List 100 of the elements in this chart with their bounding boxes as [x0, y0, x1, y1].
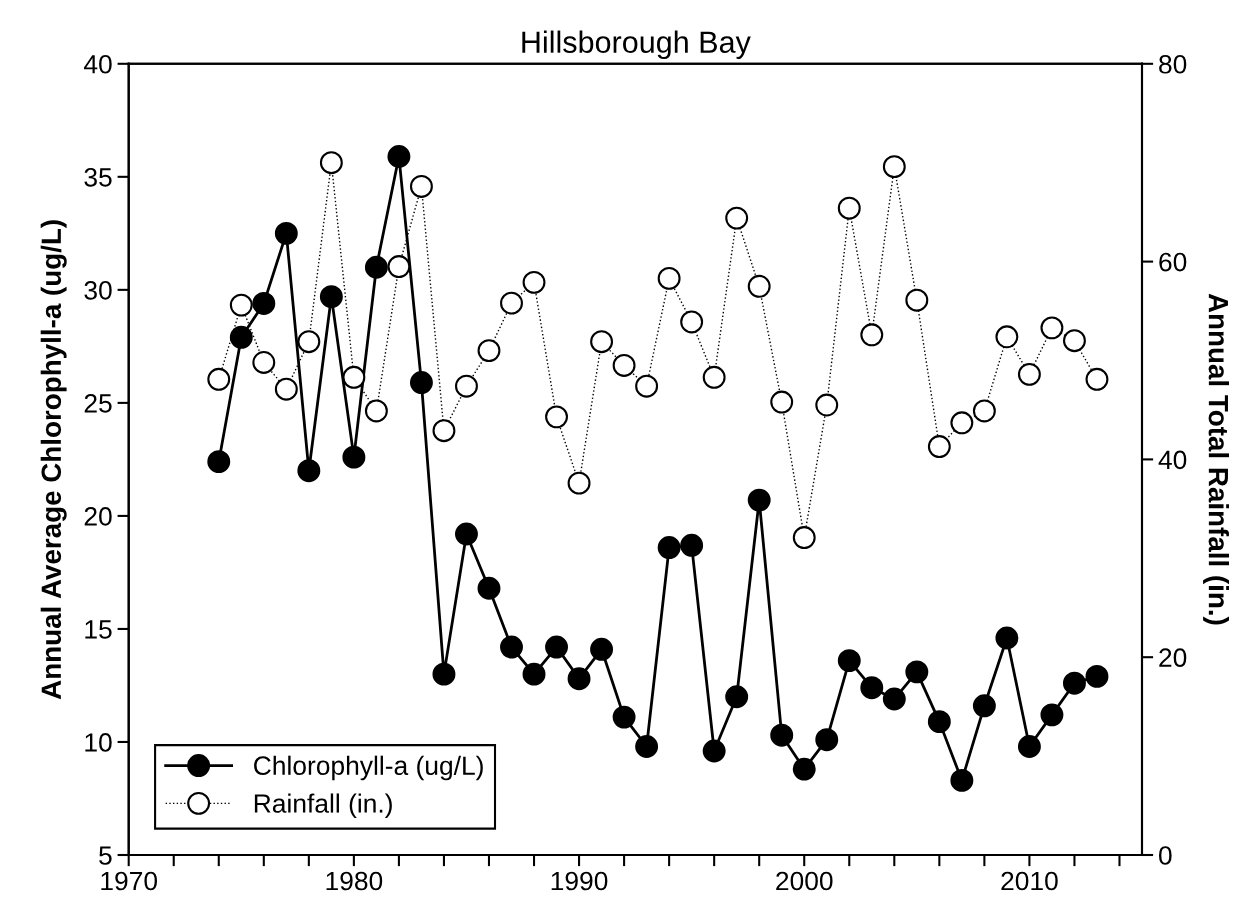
point: [815, 393, 839, 417]
point: [702, 365, 726, 389]
point: [297, 459, 321, 483]
x-tick-label: 2010: [1001, 871, 1058, 891]
point: [545, 405, 568, 429]
point: [972, 399, 996, 423]
point: [522, 270, 546, 294]
point: [905, 660, 929, 684]
point: [950, 411, 974, 435]
point: [567, 471, 591, 495]
point: [319, 151, 343, 175]
y-tick-label: 40: [83, 54, 112, 74]
point: [612, 353, 636, 377]
x-tick-label: 1970: [101, 871, 158, 891]
point: [409, 174, 433, 198]
point: [702, 739, 726, 763]
point: [1040, 703, 1064, 727]
point: [477, 576, 501, 600]
point: [1062, 671, 1086, 695]
point: [207, 367, 231, 391]
y-tick-label: 35: [84, 167, 112, 187]
y2-axis-title: Annual Total Rainfall (in.): [1203, 293, 1229, 625]
point: [1040, 316, 1064, 340]
x-tick-label: 1990: [551, 871, 608, 891]
point: [770, 723, 794, 747]
point: [229, 293, 253, 317]
point: [635, 735, 659, 758]
legend-label: Chlorophyll-a (ug/L): [254, 755, 483, 781]
point: [567, 667, 591, 691]
point: [500, 635, 523, 659]
y-tick-label: 20: [84, 507, 112, 526]
point: [680, 533, 704, 557]
point: [432, 662, 456, 686]
point: [972, 694, 996, 718]
point: [387, 255, 411, 278]
point: [432, 419, 456, 443]
point: [635, 374, 659, 398]
point: [297, 330, 321, 354]
point: [342, 365, 366, 389]
y2-tick-label: 80: [1159, 54, 1187, 74]
point: [950, 768, 974, 792]
point: [725, 685, 749, 709]
point: [1085, 367, 1109, 391]
point: [252, 291, 276, 315]
point: [1062, 329, 1086, 353]
point: [477, 339, 501, 363]
point: [882, 155, 906, 179]
y-axis-title: Annual Average Chlorophyll-a (ug/L): [40, 220, 67, 700]
point: [747, 274, 771, 298]
point: [792, 526, 816, 549]
point: [860, 676, 884, 700]
point: [995, 626, 1019, 650]
point: [274, 377, 298, 401]
point: [1017, 735, 1041, 758]
point: [770, 390, 794, 414]
point: [455, 522, 478, 546]
point: [995, 325, 1019, 349]
point: [364, 399, 388, 423]
point: [545, 635, 568, 659]
point: [882, 687, 906, 711]
point: [364, 255, 388, 279]
point: [927, 435, 951, 458]
y2-tick-label: 60: [1159, 252, 1187, 272]
y-tick-label: 30: [84, 280, 112, 300]
point: [409, 371, 433, 394]
point: [455, 374, 478, 398]
point: [319, 285, 343, 309]
point: [905, 288, 929, 312]
point: [274, 221, 298, 245]
point: [612, 705, 636, 729]
point: [500, 291, 523, 315]
point: [927, 710, 951, 734]
y-tick-label: 5: [99, 846, 112, 865]
point: [207, 450, 231, 474]
x-tick-label: 1980: [326, 871, 383, 891]
point: [725, 206, 749, 230]
point: [252, 351, 276, 374]
y2-tick-label: 0: [1159, 846, 1172, 865]
point: [342, 445, 366, 469]
chart-title: Hillsborough Bay: [522, 30, 751, 60]
y-tick-label: 10: [85, 733, 112, 752]
point: [1085, 664, 1109, 688]
point: [837, 196, 861, 220]
y2-tick-label: 40: [1158, 450, 1187, 470]
point: [837, 649, 861, 673]
point: [657, 536, 681, 560]
y-tick-label: 15: [85, 620, 112, 639]
point: [590, 637, 614, 661]
y-tick-label: 25: [84, 394, 112, 413]
point: [680, 310, 704, 334]
point: [815, 728, 839, 752]
point: [590, 330, 614, 354]
legend-label: Rainfall (in.): [254, 793, 392, 819]
point: [792, 757, 816, 781]
point: [657, 266, 681, 290]
x-tick-label: 2000: [776, 871, 833, 891]
point: [747, 488, 771, 512]
point: [1017, 362, 1041, 386]
point: [229, 325, 253, 349]
point: [860, 323, 884, 347]
